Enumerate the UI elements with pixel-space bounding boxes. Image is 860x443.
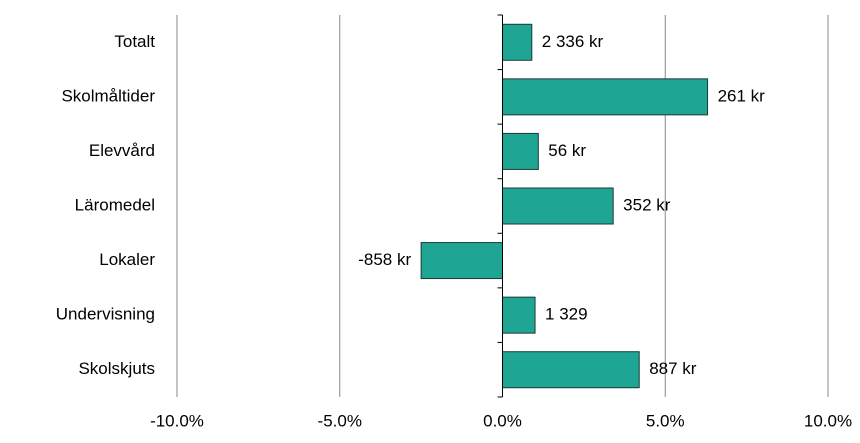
data-label: 352 kr — [623, 195, 671, 214]
data-label: 1 329 — [545, 305, 588, 324]
bar — [502, 78, 709, 116]
bar — [502, 296, 536, 334]
x-tick-label: 5.0% — [646, 411, 685, 430]
bar — [502, 187, 614, 225]
x-tick-label: -5.0% — [318, 411, 362, 430]
x-tick-label: 10.0% — [804, 411, 852, 430]
y-tick-label: Lokaler — [99, 250, 155, 269]
data-label: 261 kr — [718, 86, 766, 105]
data-label: 887 kr — [649, 359, 697, 378]
data-label: -858 kr — [358, 250, 411, 269]
data-label: 56 kr — [548, 141, 586, 160]
x-tick-label: -10.0% — [150, 411, 204, 430]
y-tick-label: Undervisning — [56, 305, 155, 324]
x-tick-label: 0.0% — [483, 411, 522, 430]
y-tick-label: Skolskjuts — [78, 359, 155, 378]
data-label: 2 336 kr — [542, 32, 604, 51]
y-tick-label: Totalt — [114, 32, 155, 51]
bar — [502, 351, 640, 389]
bar — [502, 132, 539, 170]
y-tick-label: Läromedel — [75, 195, 155, 214]
bar — [502, 23, 533, 61]
y-tick-label: Elevvård — [89, 141, 155, 160]
bar — [420, 242, 503, 280]
y-tick-label: Skolmåltider — [61, 86, 155, 105]
